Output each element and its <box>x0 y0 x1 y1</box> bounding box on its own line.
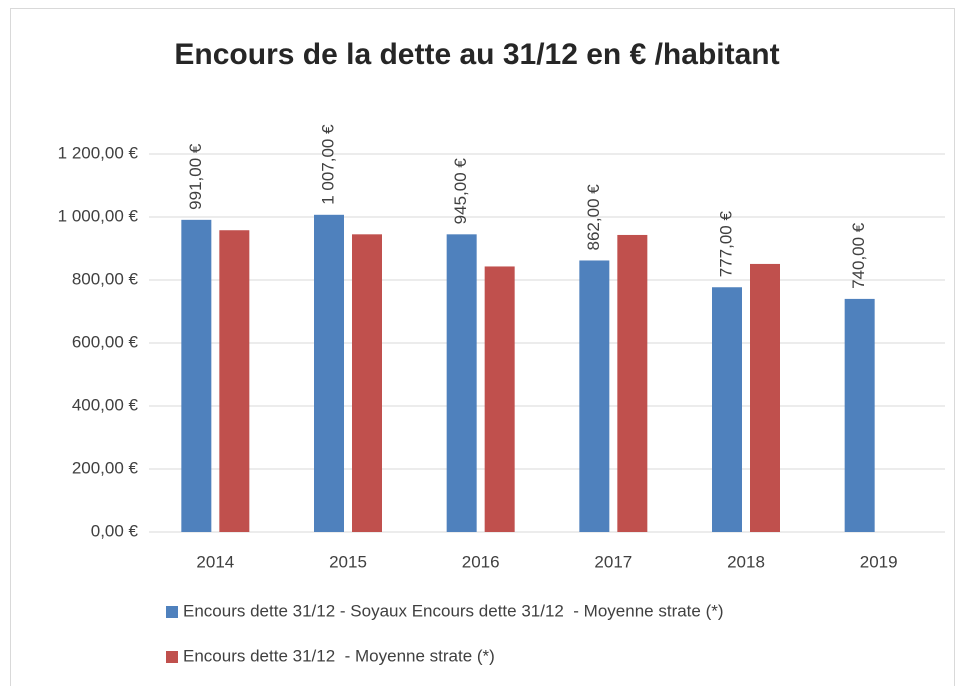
y-tick-label: 800,00 € <box>72 269 139 288</box>
bar <box>617 234 648 532</box>
y-tick-label: 200,00 € <box>72 458 139 477</box>
x-tick-label: 2018 <box>727 552 765 571</box>
chart-frame <box>10 8 955 686</box>
bar <box>484 266 515 532</box>
x-tick-label: 2014 <box>196 552 234 571</box>
data-label: 740,00 € <box>849 222 868 289</box>
chart-title: Encours de la dette au 31/12 en € /habit… <box>174 38 779 71</box>
y-tick-label: 600,00 € <box>72 332 139 351</box>
data-label: 1 007,00 € <box>318 124 337 205</box>
data-label: 991,00 € <box>186 143 205 210</box>
legend-swatch <box>166 606 178 618</box>
x-tick-label: 2016 <box>462 552 500 571</box>
y-tick-label: 400,00 € <box>72 395 139 414</box>
x-tick-label: 2017 <box>594 552 632 571</box>
legend-label: Encours dette 31/12 - Moyenne strate (*) <box>183 646 495 665</box>
bar <box>446 234 477 532</box>
y-tick-label: 1 000,00 € <box>58 206 139 225</box>
x-tick-label: 2019 <box>860 552 898 571</box>
data-label: 777,00 € <box>716 211 735 278</box>
bar <box>750 263 780 532</box>
bar <box>219 230 250 533</box>
legend-swatch <box>166 651 178 663</box>
legend-label: Encours dette 31/12 - Soyaux Encours det… <box>183 601 724 620</box>
data-label: 945,00 € <box>451 158 470 225</box>
bar <box>844 298 875 532</box>
y-tick-label: 0,00 € <box>91 521 139 540</box>
data-label: 862,00 € <box>584 184 603 251</box>
bar <box>352 234 382 532</box>
bar <box>579 260 610 532</box>
y-tick-label: 1 200,00 € <box>58 143 139 162</box>
bar <box>712 287 742 532</box>
bar <box>181 219 212 532</box>
bar <box>314 214 344 533</box>
x-tick-label: 2015 <box>329 552 367 571</box>
